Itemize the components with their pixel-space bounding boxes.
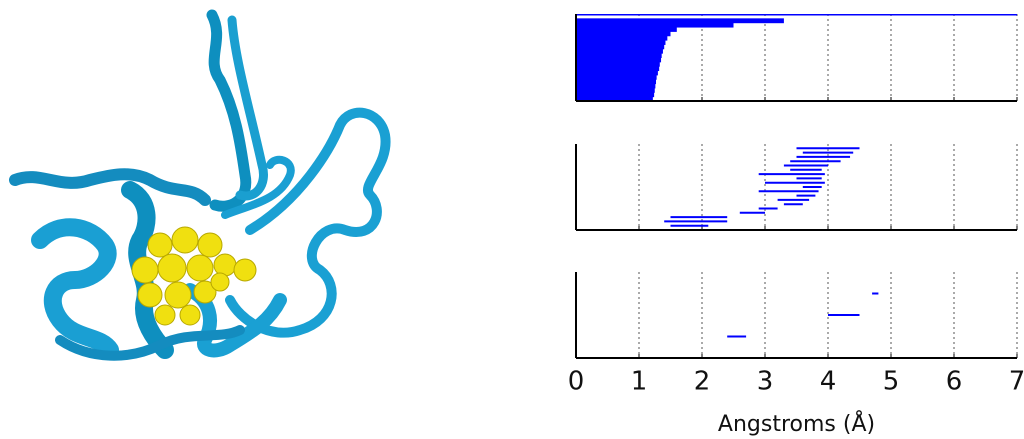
x-tick-label: 5 — [883, 367, 900, 397]
interval-bar — [576, 18, 784, 23]
interval-bar — [576, 58, 661, 63]
interval-bar — [576, 84, 655, 89]
interval-bar — [576, 62, 660, 67]
interval-bar — [576, 27, 677, 32]
interval-bar — [576, 36, 667, 41]
interval-bar — [576, 23, 734, 28]
x-tick-label: 7 — [1009, 367, 1024, 397]
interval-bar — [576, 66, 659, 71]
interval-bar — [576, 75, 657, 80]
x-tick-label: 0 — [568, 367, 585, 397]
x-tick-label: 2 — [694, 367, 711, 397]
interval-bar — [576, 71, 658, 76]
figure: 0 1 2 3 4 5 6 7 Angstroms (Å) — [0, 0, 1024, 439]
x-tick-label: 1 — [631, 367, 648, 397]
interval-bar — [576, 44, 664, 49]
x-tick-label: 3 — [757, 367, 774, 397]
interval-bar — [576, 79, 656, 84]
x-axis-label: Angstroms (Å) — [718, 410, 875, 437]
protein-illustration — [15, 15, 386, 356]
interval-bar — [576, 14, 1017, 16]
strand — [212, 15, 246, 206]
interval-bar — [576, 49, 663, 54]
x-tick-label: 4 — [820, 367, 837, 397]
interval-bar — [576, 53, 662, 58]
x-tick-label: 6 — [946, 367, 963, 397]
interval-bar — [576, 40, 665, 45]
interval-panels: 0 1 2 3 4 5 6 7 Angstroms (Å) — [568, 14, 1024, 437]
loop — [15, 174, 205, 200]
interval-bar — [576, 88, 655, 93]
interval-bar — [576, 31, 671, 36]
helix — [40, 227, 110, 350]
interval-bar — [576, 92, 654, 97]
